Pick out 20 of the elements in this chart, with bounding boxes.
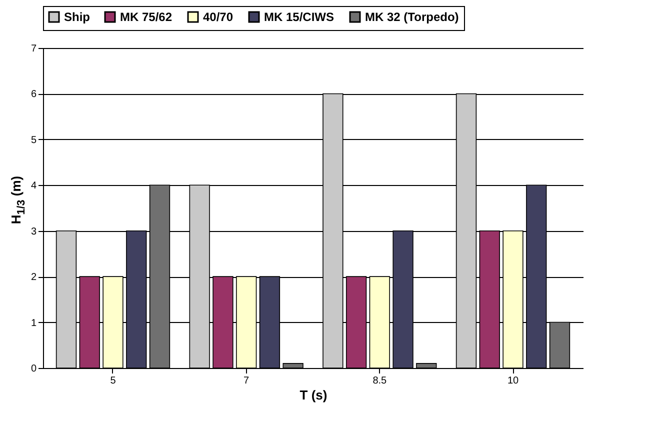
y-tick-label: 3	[30, 226, 37, 238]
legend-label: Ship	[64, 10, 90, 24]
y-tick-label: 6	[30, 89, 37, 100]
bar	[282, 363, 304, 368]
y-tick-label: 7	[30, 44, 37, 54]
x-tick-label: 8.5	[372, 376, 388, 386]
x-tick-label: 5	[110, 376, 116, 386]
y-tick-label: 4	[30, 180, 37, 192]
y-tick-label: 2	[30, 272, 37, 284]
legend-label: MK 75/62	[120, 10, 172, 24]
legend-label: MK 15/CIWS	[264, 10, 334, 24]
y-tick-label: 0	[30, 364, 37, 374]
bar	[416, 363, 437, 368]
legend-label: 40/70	[203, 10, 234, 24]
legend-label: MK 32 (Torpedo)	[365, 10, 459, 24]
y-tick-label: 5	[30, 134, 37, 146]
x-tick-label: 7	[244, 376, 250, 386]
x-tick-label: 10	[507, 376, 519, 386]
y-tick-label: 1	[30, 318, 37, 329]
x-axis-title: T (s)	[300, 388, 328, 402]
